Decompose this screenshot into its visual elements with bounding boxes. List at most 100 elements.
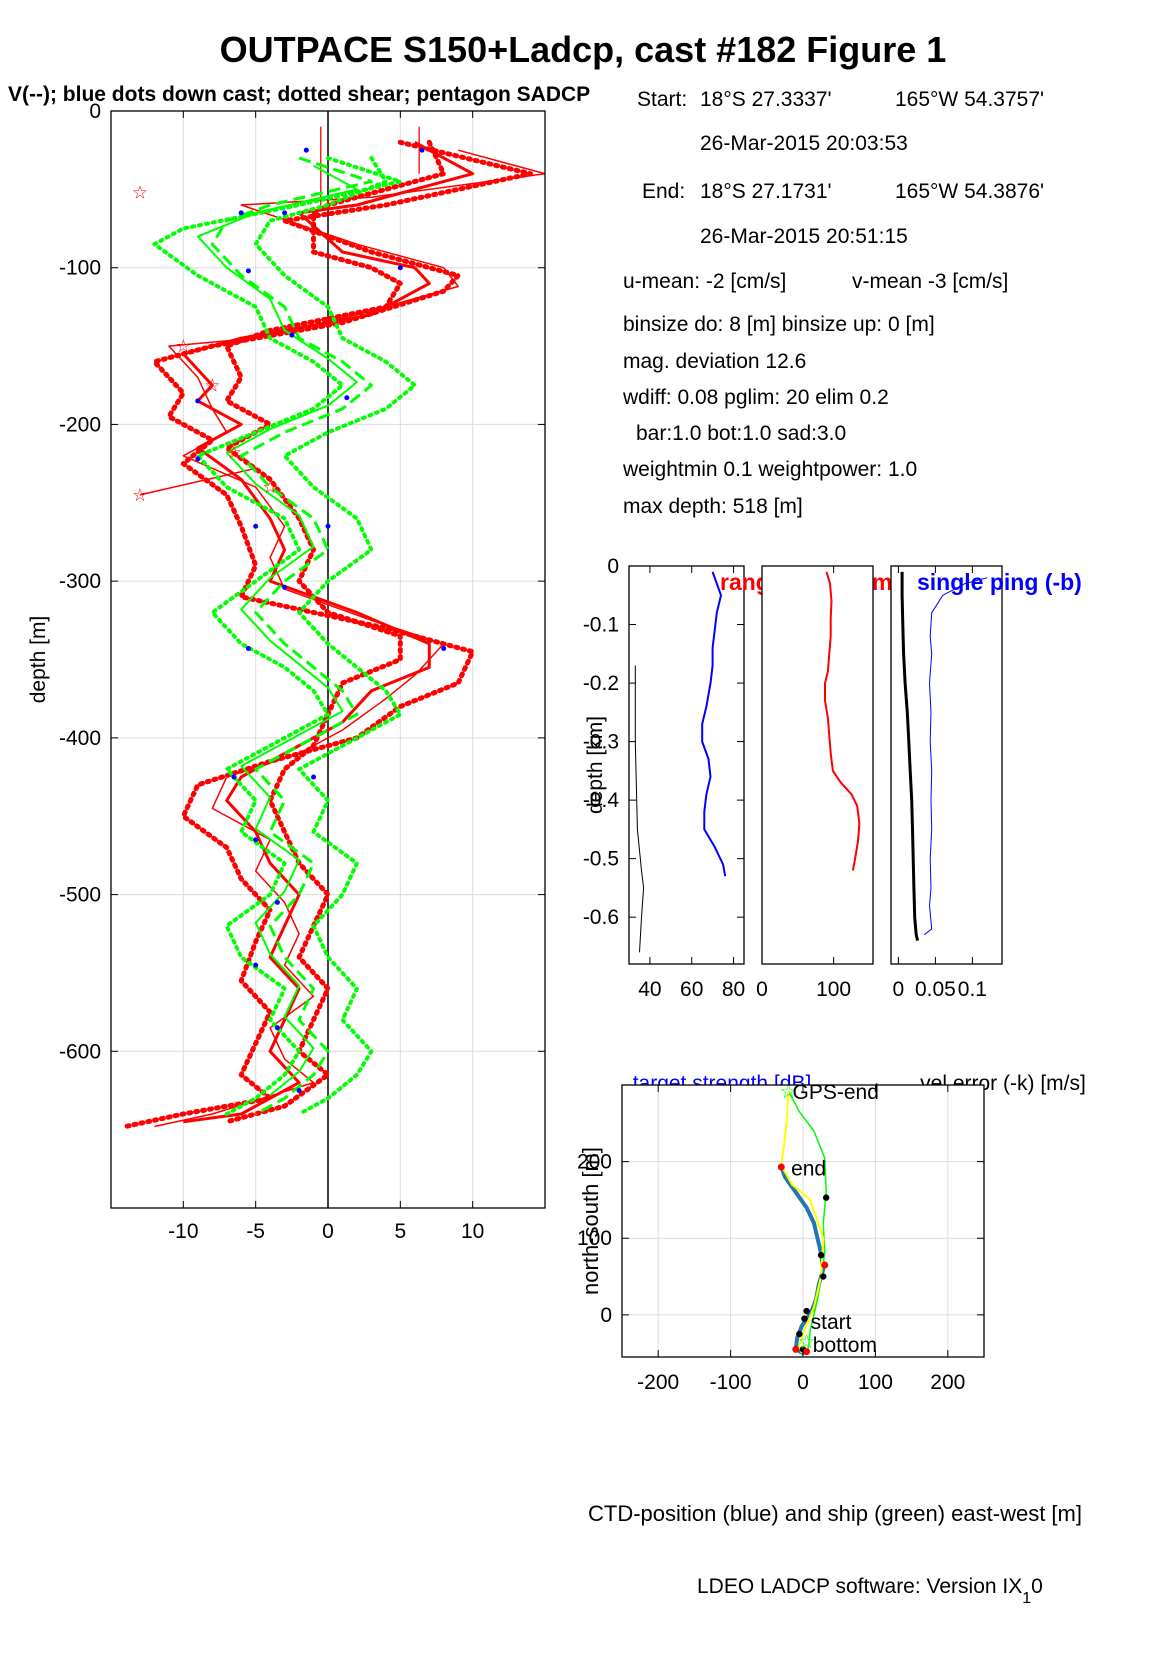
velocity-profile-xtick-label-0: -10	[168, 1220, 198, 1243]
position-label-1: end	[791, 1158, 826, 1181]
target-strength-plot-area	[629, 566, 744, 964]
sadcp-star-1: ☆	[132, 182, 148, 203]
range-panel: 0 100	[756, 565, 874, 1001]
target-strength-xtick-label-1: 60	[680, 978, 703, 1001]
velocity-profile-xtick-label-3: 5	[394, 1220, 406, 1243]
position-xtick-label-4: 200	[930, 1371, 965, 1394]
velocity-profile-series-6	[152, 156, 403, 1116]
downcast-dot-7	[344, 395, 350, 401]
single-ping-title: single ping (-b)	[917, 569, 1082, 595]
target-strength-ytick-label-1: -0.1	[583, 614, 619, 637]
position-label-2: start	[811, 1311, 852, 1334]
end-lon: 165°W 54.3876'	[895, 180, 1044, 203]
vel-error-series-1	[923, 577, 988, 936]
mag-deviation: mag. deviation 12.6	[623, 350, 806, 373]
start-label: Start:	[637, 88, 687, 111]
figure-title: OUTPACE S150+Ladcp, cast #182 Figure 1	[220, 29, 947, 70]
weight: weightmin 0.1 weightpower: 1.0	[622, 458, 917, 481]
position-black-dot-0	[822, 1194, 830, 1201]
position-series-2	[780, 1091, 825, 1354]
target-strength-series-0	[701, 571, 727, 877]
vel-error-frame	[890, 565, 1003, 965]
velocity-profile-series-0	[181, 140, 475, 1124]
velocity-ylabel: depth [m]	[27, 616, 50, 704]
downcast-dot-2	[282, 210, 288, 216]
vel-error-plot-area	[891, 566, 1002, 964]
target-strength-xtick-label-0: 40	[638, 978, 661, 1001]
position-black-dot-1	[817, 1251, 825, 1259]
velocity-profile-xtick-label-2: 0	[322, 1220, 334, 1243]
velocity-profile-series-2	[224, 139, 447, 1125]
velocity-profile-panel: ☆ ☆ ☆ ☆ ☆ ☆ -10 -5 0 5 10 0 -100 -200 -300 -400 -500 -600…	[27, 100, 546, 1243]
position-xtick-label-0: -200	[637, 1371, 679, 1394]
target-strength-ytick-label-5: -0.5	[583, 848, 619, 871]
sadcp-star-3: ☆	[204, 375, 220, 396]
vel-error-series-group	[900, 571, 988, 941]
v-mean: v-mean -3 [cm/s]	[852, 270, 1008, 293]
position-ytick-label-0: 0	[600, 1304, 612, 1327]
downcast-dot-8	[195, 398, 201, 404]
velocity-profile-xtick-label-1: -5	[246, 1220, 265, 1243]
downcast-dot-15	[231, 774, 237, 780]
position-star-0: ☆	[780, 1079, 798, 1103]
position-xtick-label-1: -100	[710, 1371, 752, 1394]
downcast-dot-1	[419, 147, 425, 153]
position-xtick-label-2: 0	[797, 1371, 809, 1394]
downcast-dot-17	[253, 837, 259, 843]
downcast-dot-16	[311, 774, 317, 780]
bar-bot-sad: bar:1.0 bot:1.0 sad:3.0	[636, 422, 846, 445]
velocity-profile-series-4	[139, 455, 257, 496]
velocity-profile-ytick-label-3: -300	[59, 570, 101, 593]
downcast-dot-10	[253, 523, 259, 529]
position-black-dot-5	[796, 1330, 803, 1338]
wdiff: wdiff: 0.08 pglim: 20 elim 0.2	[622, 386, 889, 409]
vel-error-xtick-label-2: 0.1	[958, 978, 987, 1001]
start-time: 26-Mar-2015 20:03:53	[700, 132, 908, 155]
velocity-profile-series-5	[210, 156, 373, 1116]
velocity-profile-ytick-label-0: 0	[89, 100, 101, 123]
downcast-dot-4	[397, 265, 403, 271]
position-red-dot-0	[777, 1163, 785, 1171]
downcast-dot-0	[303, 147, 309, 153]
software-version-tail: 0	[1031, 1575, 1043, 1598]
velocity-profile-ytick-label-4: -400	[59, 727, 101, 750]
position-black-dot-4	[801, 1315, 808, 1322]
position-ytick-label-2: 200	[577, 1151, 612, 1174]
start-lat: 18°S 27.3337'	[700, 88, 832, 111]
target-strength-ytick-label-6: -0.6	[583, 906, 619, 929]
software-version-sub: 1	[1022, 1590, 1031, 1607]
downcast-dot-19	[253, 962, 259, 968]
downcast-dot-13	[441, 646, 447, 652]
downcast-dot-21	[296, 1087, 302, 1093]
velocity-profile-series-3	[154, 149, 545, 1128]
vel-error-xtick-label-1: 0.05	[915, 978, 956, 1001]
velocity-profile-ytick-label-5: -500	[59, 884, 101, 907]
target-strength-ytick-label-0: 0	[607, 555, 619, 578]
target-strength-ytick-label-2: -0.2	[583, 672, 619, 695]
sadcp-star-4: ☆	[226, 443, 242, 464]
range-series-0	[824, 571, 861, 871]
velocity-profile-xtick-label-4: 10	[461, 1220, 484, 1243]
position-star-1: ☆	[798, 1330, 816, 1354]
velocity-profile-ytick-label-6: -600	[59, 1040, 101, 1063]
downcast-dot-14	[245, 646, 251, 652]
figure-subtitle: V(--); blue dots down cast; dotted shear…	[8, 83, 590, 106]
cast-info: Start: 18°S 27.3337' 165°W 54.3757' 26-M…	[622, 88, 1044, 518]
downcast-dot-11	[325, 523, 331, 529]
downcast-dot-9	[195, 456, 201, 462]
range-plot-area	[762, 566, 873, 964]
velocity-profile-ytick-label-2: -200	[59, 413, 101, 436]
target-strength-xtick-label-2: 80	[722, 978, 745, 1001]
end-label: End:	[642, 180, 685, 203]
velocity-profile-series-group: ☆ ☆ ☆ ☆ ☆ ☆	[123, 111, 545, 1208]
downcast-dot-12	[282, 584, 288, 590]
downcast-dot-5	[245, 268, 251, 274]
software-version-main: LDEO LADCP software: Version IX	[697, 1575, 1022, 1598]
velocity-profile-ytick-label-1: -100	[59, 257, 101, 280]
target-strength-frame	[628, 565, 745, 965]
downcast-dot-6	[289, 332, 295, 338]
binsize: binsize do: 8 [m] binsize up: 0 [m]	[623, 313, 935, 336]
position-ylabel: north-south [m]	[578, 1147, 603, 1295]
target-strength-ytick-label-4: -0.4	[583, 789, 620, 812]
